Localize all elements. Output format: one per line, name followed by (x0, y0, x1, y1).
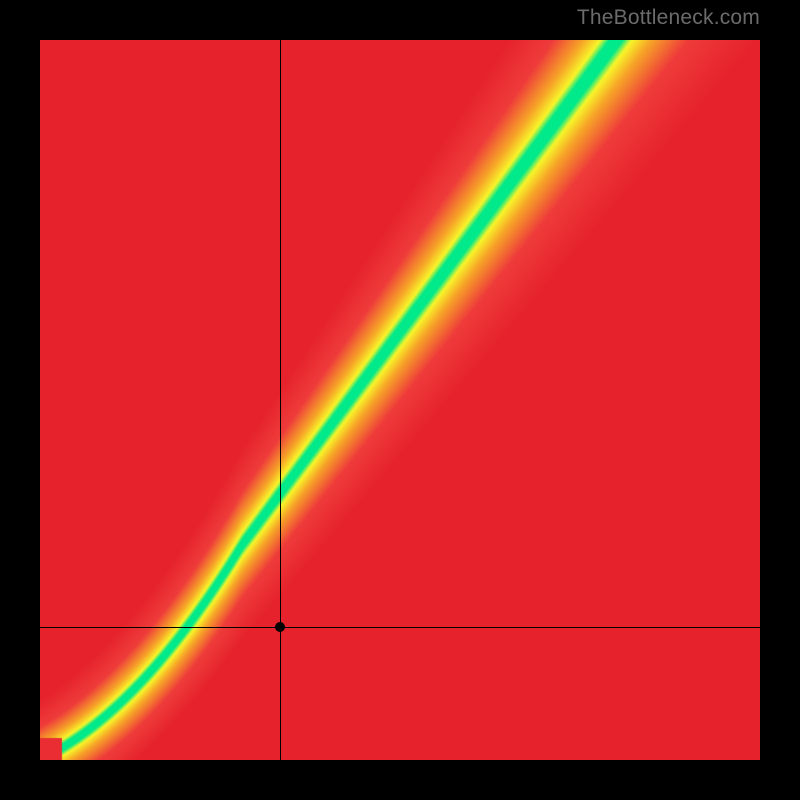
crosshair-horizontal (40, 627, 760, 628)
heatmap-canvas (40, 40, 760, 760)
crosshair-marker (275, 622, 285, 632)
watermark-text: TheBottleneck.com (577, 6, 760, 30)
plot-area (40, 40, 760, 760)
crosshair-vertical (280, 40, 281, 760)
